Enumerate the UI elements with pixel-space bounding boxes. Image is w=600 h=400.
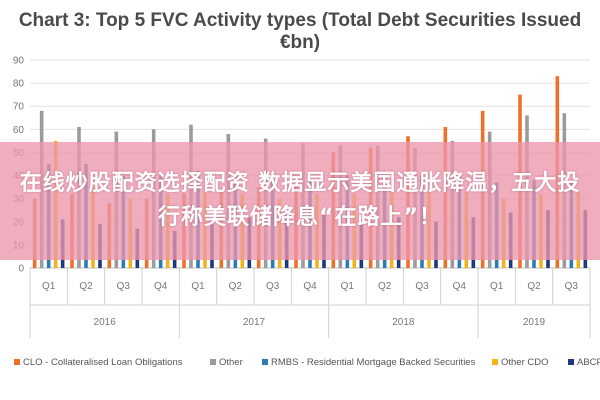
legend-swatch (568, 359, 574, 365)
x-tick-label: Q4 (303, 281, 317, 292)
x-tick-label: Q1 (191, 281, 205, 292)
x-axis-categories: Q1 Q2 Q3 Q4 Q1 Q2 Q3 Q4 Q1 Q2 Q3 Q4 Q1 Q2 Q3 (29, 268, 591, 305)
legend-swatch (492, 359, 498, 365)
overlay-banner: 在线炒股配资选择配资 数据显示美国通胀降温，五大投行称美联储降息“在路上”！ (0, 142, 600, 260)
y-tick-label: 80 (13, 79, 25, 90)
x-tick-label: Q2 (527, 281, 541, 292)
x-group-label: 2017 (243, 317, 266, 328)
x-tick-label: Q3 (266, 281, 280, 292)
x-axis-years: 2016 2017 2018 2019 (29, 304, 591, 338)
x-tick-label: Q4 (453, 281, 467, 292)
legend-label: CLO - Collateralised Loan Obligations (23, 357, 183, 368)
legend: CLO - Collateralised Loan Obligations Oth… (14, 357, 600, 368)
legend-swatch (14, 359, 20, 365)
banner-text: 在线炒股配资选择配资 数据显示美国通胀降温，五大投行称美联储降息“在路上”！ (19, 171, 581, 230)
x-tick-label: Q1 (341, 281, 355, 292)
legend-swatch (210, 359, 216, 365)
x-tick-label: Q1 (42, 281, 56, 292)
legend-label: RMBS - Residential Mortgage Backed Secur… (271, 357, 476, 368)
x-tick-label: Q3 (565, 281, 579, 292)
x-tick-label: Q2 (79, 281, 93, 292)
y-tick-label: 70 (13, 102, 25, 113)
x-tick-label: Q4 (154, 281, 168, 292)
y-tick-label: 60 (13, 125, 25, 136)
legend-swatch (262, 359, 268, 365)
x-group-label: 2016 (94, 317, 117, 328)
legend-label: Other CDO (501, 357, 549, 368)
y-tick-label: 0 (18, 264, 24, 275)
x-tick-label: Q3 (415, 281, 429, 292)
x-group-label: 2018 (392, 317, 415, 328)
legend-label: ABCP (577, 357, 600, 368)
x-tick-label: Q1 (490, 281, 504, 292)
x-group-label: 2019 (523, 317, 546, 328)
x-tick-label: Q2 (378, 281, 392, 292)
chart-title: Chart 3: Top 5 FVC Activity types (Total… (18, 10, 582, 53)
x-tick-label: Q2 (229, 281, 243, 292)
x-tick-label: Q3 (117, 281, 131, 292)
y-tick-label: 90 (13, 56, 25, 67)
legend-label: Other (219, 357, 243, 368)
